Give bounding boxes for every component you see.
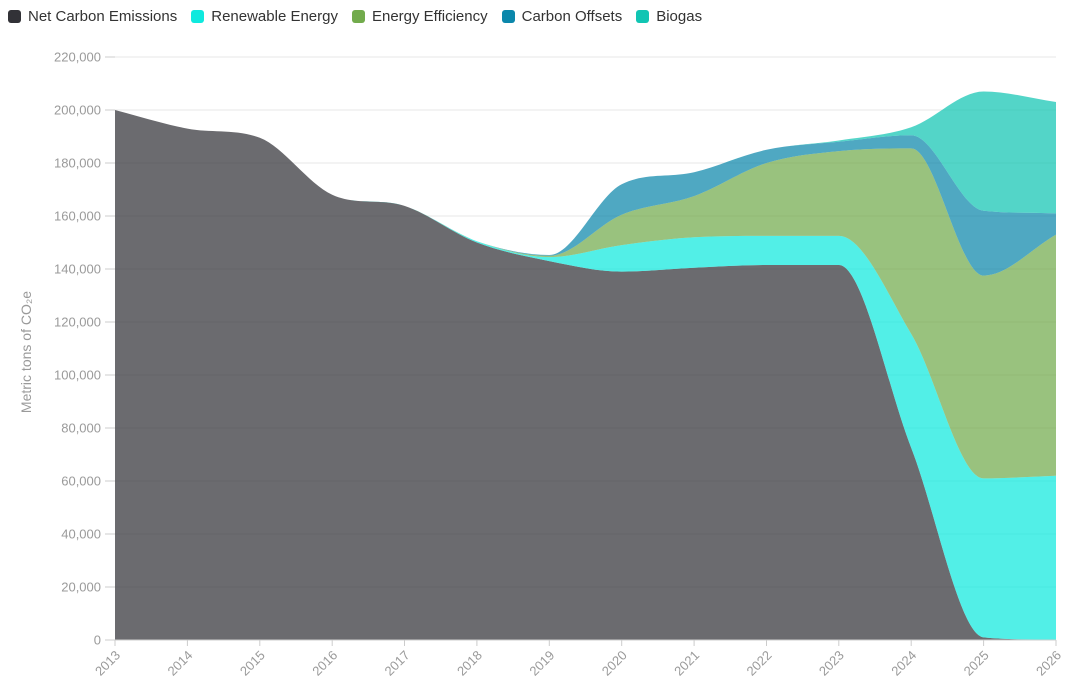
y-tick-label: 20,000 xyxy=(61,580,101,595)
legend-label-renewable-energy: Renewable Energy xyxy=(211,8,338,25)
y-tick-label: 200,000 xyxy=(54,103,101,118)
y-tick-label: 180,000 xyxy=(54,156,101,171)
legend-item-renewable-energy[interactable]: Renewable Energy xyxy=(191,9,338,24)
legend-swatch-net-carbon-emissions xyxy=(8,10,21,23)
area-biogas[interactable] xyxy=(115,91,1056,256)
area-carbon-offsets[interactable] xyxy=(115,110,1056,276)
x-tick-label: 2023 xyxy=(816,648,847,679)
y-tick-label: 120,000 xyxy=(54,315,101,330)
y-tick-label: 60,000 xyxy=(61,474,101,489)
x-tick-label: 2014 xyxy=(164,648,195,679)
chart-legend: Net Carbon Emissions Renewable Energy Ener… xyxy=(8,9,702,24)
x-tick-label: 2026 xyxy=(1033,648,1064,679)
y-tick-label: 40,000 xyxy=(61,527,101,542)
x-tick-label: 2019 xyxy=(526,648,557,679)
x-tick-label: 2018 xyxy=(454,648,485,679)
y-tick-label: 0 xyxy=(94,633,101,648)
legend-swatch-energy-efficiency xyxy=(351,10,365,23)
legend-label-net-carbon-emissions: Net Carbon Emissions xyxy=(28,8,178,25)
x-tick-label: 2022 xyxy=(744,648,775,679)
legend-item-net-carbon-emissions[interactable]: Net Carbon Emissions xyxy=(8,9,177,24)
y-tick-label: 160,000 xyxy=(54,209,101,224)
legend-label-energy-efficiency: Energy Efficiency xyxy=(371,8,488,25)
legend-label-carbon-offsets: Carbon Offsets xyxy=(521,8,623,25)
y-axis-title: Metric tons of CO₂e xyxy=(18,291,34,413)
legend-item-energy-efficiency[interactable]: Energy Efficiency xyxy=(351,8,488,25)
y-tick-label: 140,000 xyxy=(54,262,101,277)
area-net-carbon-emissions[interactable] xyxy=(115,110,1056,640)
y-tick-label: 220,000 xyxy=(54,50,101,65)
x-tick-label: 2013 xyxy=(92,648,123,679)
x-tick-label: 2015 xyxy=(237,648,268,679)
y-tick-label: 100,000 xyxy=(54,368,101,383)
x-tick-label: 2025 xyxy=(961,648,992,679)
legend-swatch-biogas xyxy=(636,10,650,23)
legend-swatch-renewable-energy xyxy=(191,10,205,23)
legend-label-biogas: Biogas xyxy=(656,8,703,25)
x-tick-label: 2020 xyxy=(599,648,630,679)
area-energy-efficiency[interactable] xyxy=(115,110,1056,479)
x-tick-label: 2017 xyxy=(382,648,413,679)
x-tick-label: 2024 xyxy=(888,648,919,679)
x-tick-label: 2021 xyxy=(671,648,702,679)
y-tick-label: 80,000 xyxy=(61,421,101,436)
legend-item-carbon-offsets[interactable]: Carbon Offsets xyxy=(501,8,623,25)
legend-swatch-carbon-offsets xyxy=(501,10,515,23)
legend-item-biogas[interactable]: Biogas xyxy=(636,9,702,24)
x-tick-label: 2016 xyxy=(309,648,340,679)
area-renewable-energy[interactable] xyxy=(115,110,1056,640)
